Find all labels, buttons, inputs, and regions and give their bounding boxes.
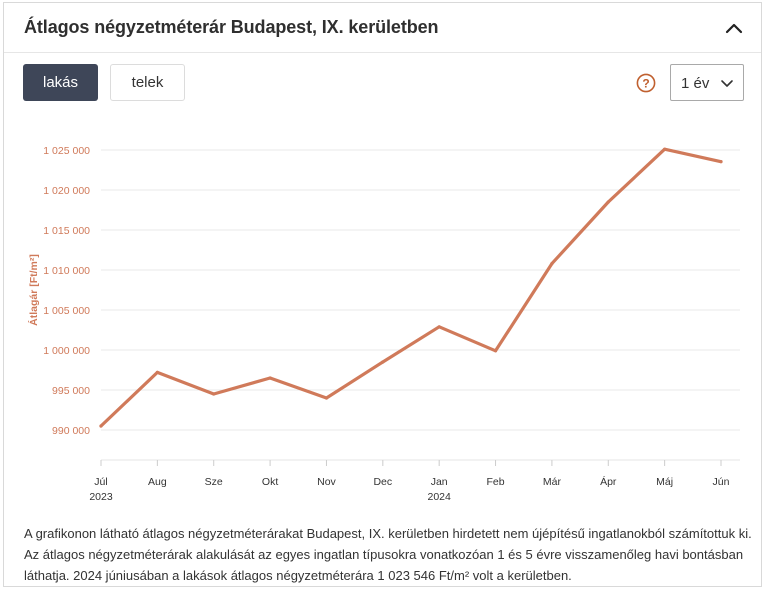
period-select[interactable]: 1 év (670, 64, 744, 101)
y-tick-label: 1 020 000 (43, 185, 90, 197)
tab-lakas[interactable]: lakás (23, 64, 98, 101)
y-axis-title: Átlagár [Ft/m²] (27, 254, 40, 326)
x-tick-label: Feb (486, 476, 504, 488)
page-title: Átlagos négyzetméterár Budapest, IX. ker… (24, 17, 439, 37)
x-tick-label: Ápr (600, 475, 617, 488)
y-tick-label: 1 015 000 (43, 225, 90, 237)
y-tick-label: 1 005 000 (43, 305, 90, 317)
chart-description: A grafikonon látható átlagos négyzetméte… (24, 526, 752, 583)
x-tick-label: Jan (431, 476, 448, 488)
x-tick-year-label: 2023 (89, 491, 113, 503)
data-point (268, 376, 272, 380)
x-tick-label: Jún (713, 476, 730, 488)
data-point (99, 424, 103, 428)
x-tick-label: Sze (205, 476, 223, 488)
data-point (324, 396, 329, 400)
svg-text:?: ? (642, 76, 649, 90)
question-circle-icon[interactable]: ? (636, 73, 656, 93)
data-point (493, 349, 498, 353)
price-chart: 990 000 995 000 1 000 000 1 005 000 1 010 00… (4, 123, 761, 508)
chevron-up-icon[interactable] (722, 17, 746, 41)
data-point (550, 262, 554, 266)
y-tick-label: 1 010 000 (43, 265, 90, 277)
x-tick-label: Már (543, 476, 562, 488)
data-point (155, 370, 159, 374)
x-tick-year-label: 2024 (428, 491, 452, 503)
data-point (212, 392, 216, 396)
x-tick-label: Nov (317, 476, 336, 488)
price-card: Átlagos négyzetméterár Budapest, IX. ker… (3, 2, 762, 587)
chevron-down-icon (720, 77, 734, 89)
x-tick-label: Okt (262, 476, 278, 488)
y-tick-label: 1 000 000 (43, 345, 90, 357)
y-tick-label: 995 000 (52, 385, 90, 397)
tab-telek[interactable]: telek (110, 64, 185, 101)
data-point (606, 200, 610, 204)
x-tick-label: Dec (373, 476, 392, 488)
y-tick-label: 990 000 (52, 425, 90, 437)
series-line (99, 147, 723, 428)
x-tick-label: Máj (656, 476, 673, 488)
y-tick-label: 1 025 000 (43, 145, 90, 157)
data-point (437, 325, 441, 329)
data-point (381, 360, 385, 364)
data-point (663, 147, 667, 151)
data-point (719, 160, 723, 164)
line-chart: 990 000 995 000 1 000 000 1 005 000 1 010 00… (27, 145, 740, 503)
period-select-value: 1 év (681, 75, 710, 92)
x-tick-label: Júl (94, 476, 107, 488)
x-tick-label: Aug (148, 476, 167, 488)
header-divider (4, 52, 761, 53)
